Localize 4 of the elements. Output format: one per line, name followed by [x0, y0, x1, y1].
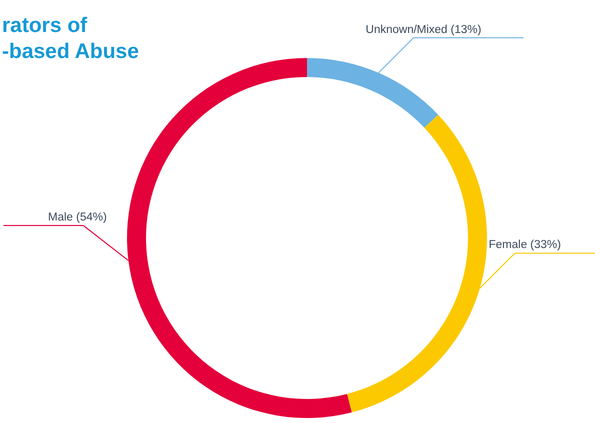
slice-label: Female (33%) — [488, 239, 562, 252]
chart-title: rators of -based Abuse — [2, 14, 139, 63]
slice-label: Unknown/Mixed (13%) — [366, 24, 482, 36]
slice-label: Male (54%) — [48, 212, 107, 224]
